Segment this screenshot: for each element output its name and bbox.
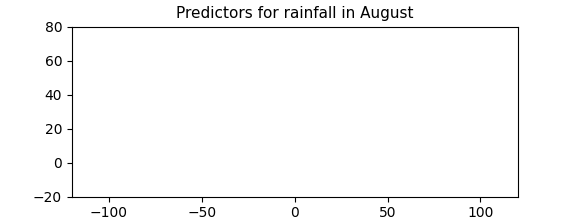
Title: Predictors for rainfall in August: Predictors for rainfall in August — [176, 6, 413, 21]
